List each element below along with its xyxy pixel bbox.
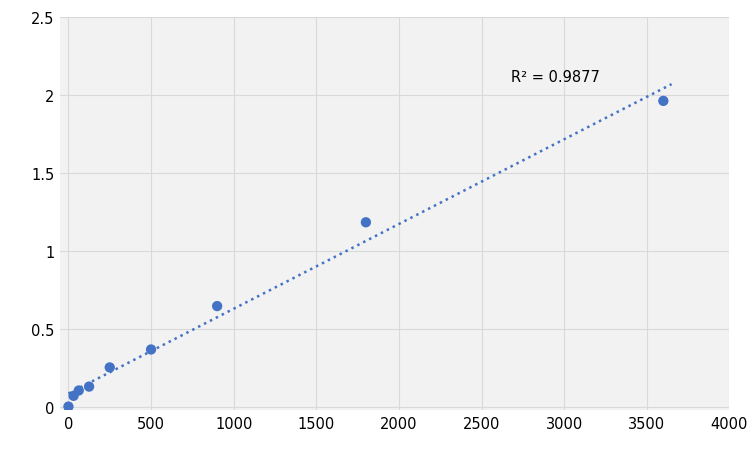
Point <box>145 346 157 353</box>
Point <box>73 387 85 394</box>
Point <box>62 403 74 410</box>
Point <box>83 383 95 391</box>
Point <box>211 303 223 310</box>
Point <box>104 364 116 371</box>
Point <box>657 98 669 105</box>
Point <box>68 392 80 400</box>
Point <box>360 219 372 226</box>
Text: R² = 0.9877: R² = 0.9877 <box>511 70 600 85</box>
